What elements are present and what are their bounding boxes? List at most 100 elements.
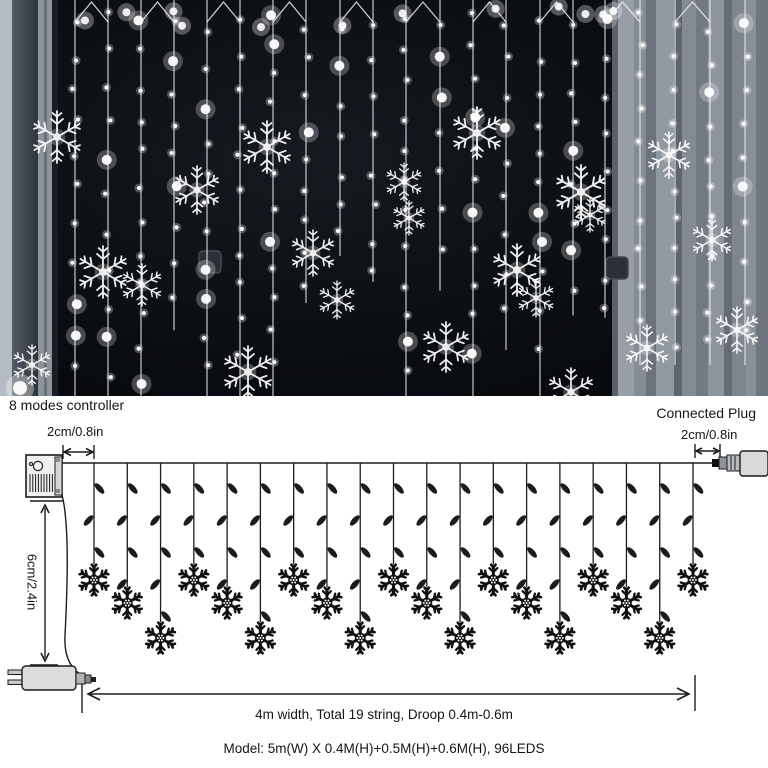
snowflake-icon	[444, 621, 476, 655]
leaf-light	[150, 579, 160, 590]
leaf-light	[83, 515, 94, 526]
snowflake-icon	[311, 586, 343, 620]
leaf-light	[360, 483, 371, 494]
snowflake-icon	[344, 621, 376, 655]
snowflake-icon	[13, 344, 51, 386]
power-cable	[61, 494, 97, 680]
leaf-light	[116, 579, 127, 590]
leaf-light	[161, 483, 171, 494]
controller-label: 8 modes controller	[9, 397, 125, 413]
controller-box	[25, 454, 63, 498]
leaf-light	[649, 515, 660, 526]
model-spec-label: Model: 5m(W) X 0.4M(H)+0.5M(H)+0.6M(H), …	[223, 741, 545, 756]
led-lights	[65, 5, 754, 394]
dimension-diagram: 8 modes controller Connected Plug 2cm/0.…	[0, 396, 768, 768]
snowflake-icon	[518, 278, 554, 318]
leaf-light	[616, 579, 626, 590]
snowflake-icon	[610, 586, 643, 620]
snowflake-icon	[144, 621, 177, 655]
leaf-light	[516, 579, 526, 590]
leaf-light	[560, 483, 571, 494]
leaf-light	[582, 515, 593, 526]
snowflake-icon	[386, 162, 422, 202]
leaf-light	[516, 515, 526, 526]
leaf-light	[560, 547, 571, 558]
leaf-light	[383, 515, 393, 526]
leaf-light	[494, 483, 504, 494]
snowflake-icon	[692, 218, 732, 262]
curtain-left	[0, 0, 58, 396]
leaf-light	[227, 547, 238, 558]
product-photo	[0, 0, 768, 396]
leaf-light	[261, 483, 271, 494]
leaf-light	[693, 547, 704, 558]
leaf-light	[327, 483, 338, 494]
snowflake-icon	[319, 280, 355, 320]
window-light	[13, 381, 27, 395]
leaf-light	[349, 515, 360, 526]
leaf-light	[460, 483, 471, 494]
leaf-light	[294, 547, 304, 558]
leaf-light	[94, 483, 105, 494]
leaf-light	[316, 579, 327, 590]
snowflake-icon	[644, 621, 676, 655]
snowflake-icon	[411, 586, 443, 620]
leaf-light	[693, 483, 704, 494]
leaf-light	[527, 483, 537, 494]
snowflake-icon	[647, 131, 691, 179]
snowflake-icon	[224, 345, 272, 396]
leaf-light	[494, 547, 504, 558]
photo-illustration	[0, 0, 768, 396]
right-gap-measure-label: 2cm/0.8in	[681, 427, 738, 442]
leaf-light	[327, 547, 338, 558]
leaf-light	[682, 515, 693, 526]
snowflake-icon	[78, 563, 110, 597]
leaf-light	[216, 515, 227, 526]
controller-drop-measure-label: 6cm/2.4in	[24, 553, 40, 611]
left-gap-measure-label: 2cm/0.8in	[47, 424, 104, 439]
leaf-light	[261, 547, 271, 558]
connector-plug	[712, 450, 768, 477]
snowflake-icon	[393, 200, 425, 236]
leaf-light	[360, 547, 371, 558]
leaf-light	[460, 611, 471, 622]
leaf-light	[294, 483, 304, 494]
snowflake-icon	[211, 586, 243, 620]
power-plug	[7, 665, 96, 691]
leaf-light	[560, 611, 571, 622]
leaf-light	[127, 483, 138, 494]
leaf-light	[127, 547, 138, 558]
leaf-light	[316, 515, 327, 526]
diagram-lines	[30, 444, 721, 713]
leaf-light	[449, 579, 460, 590]
snowflake-icon	[122, 263, 162, 307]
leaf-light	[549, 515, 560, 526]
leaf-light	[183, 515, 194, 526]
string-drops	[78, 463, 709, 655]
leaf-light	[116, 515, 127, 526]
leaf-light	[349, 579, 360, 590]
snowflake-icon	[423, 321, 469, 373]
snowflake-icon	[556, 164, 606, 220]
leaf-light	[649, 579, 660, 590]
snowflake-icon	[111, 586, 143, 620]
leaf-light	[660, 483, 671, 494]
snowflake-icon	[79, 245, 127, 299]
snowflake-icon	[677, 563, 709, 597]
width-spec-label: 4m width, Total 19 string, Droop 0.4m-0.…	[255, 707, 513, 722]
snowflake-icon	[178, 563, 210, 597]
leaf-light	[427, 483, 438, 494]
snowflake-icon	[377, 563, 410, 597]
snowflake-icon	[453, 106, 501, 160]
suction-hook	[605, 256, 629, 280]
snowflake-icon	[625, 324, 669, 372]
leaf-light	[549, 579, 560, 590]
leaf-light	[394, 483, 404, 494]
leaf-light	[627, 547, 637, 558]
leaf-light	[227, 483, 238, 494]
snowflake-icon	[33, 110, 81, 164]
snowflake-icon	[174, 165, 220, 215]
snowflake-icon	[244, 621, 277, 655]
leaf-light	[216, 579, 227, 590]
